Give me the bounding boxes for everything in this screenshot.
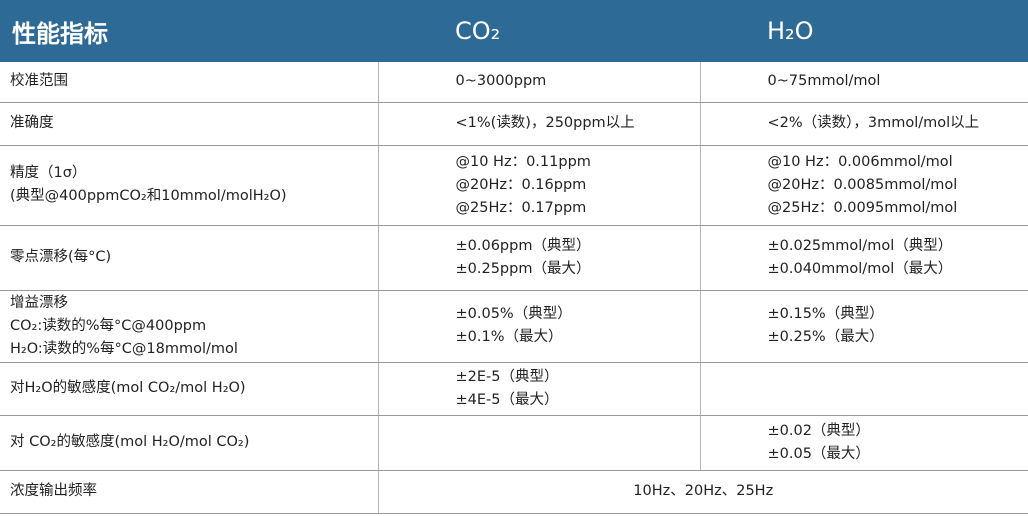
cell: <1%(读数)，250ppm以上	[377, 102, 700, 146]
cell-text: ±0.06ppm（典型）	[455, 237, 591, 254]
cell-text: ±0.025mmol/mol（典型）	[767, 237, 953, 254]
cell	[377, 415, 700, 471]
cell-text: ±2E-5（典型）	[455, 368, 559, 385]
cell: 对H₂O的敏感度(mol CO₂/mol H₂O)	[0, 362, 378, 416]
header-cell: H₂O	[700, 0, 1028, 62]
cell-text: ±0.05%（典型）	[455, 306, 572, 322]
cell-text: ±0.040mmol/mol（最大）	[767, 260, 953, 277]
cell-text: ±0.25%（最大）	[767, 329, 884, 345]
cell-text: 10Hz、20Hz、25Hz	[633, 483, 774, 499]
cell: 0~75mmol/mol	[699, 62, 1028, 103]
cell: 0~3000ppm	[377, 62, 700, 103]
cell-text: (典型@400ppmCO₂和10mmol/molH₂O)	[10, 188, 287, 204]
cell: ±0.02（典型） ±0.05（最大）	[699, 415, 1028, 471]
cell	[699, 362, 1028, 416]
row: 增益漂移 CO₂:读数的%每°C@400ppm H₂O:读数的%每°C@18mmol…	[0, 290, 1028, 363]
cell-text: 0~75mmol/mol	[767, 73, 881, 90]
cell-text: 精度（1σ）	[10, 165, 87, 181]
row: 精度（1σ） (典型@400ppmCO₂和10mmol/molH₂O) @10 Hz…	[0, 145, 1028, 226]
row: 校准范围 0~3000ppm 0~75mmol/mol	[0, 62, 1028, 103]
cell-text: @20Hz：0.0085mmol/mol	[767, 176, 958, 193]
cell-text: ±4E-5（最大）	[455, 391, 559, 408]
cell: 校准范围	[0, 62, 378, 103]
cell-text: <1%(读数)，250ppm以上	[455, 115, 635, 131]
header-row: 性能指标 CO₂ H₂O	[0, 0, 1028, 62]
cell: 精度（1σ） (典型@400ppmCO₂和10mmol/molH₂O)	[0, 145, 378, 226]
header-cell: 性能指标	[0, 0, 378, 62]
row: 零点漂移(每°C) ±0.06ppm（典型） ±0.25ppm（最大） ±0.025m…	[0, 225, 1028, 291]
cell-text: ±0.1%（最大）	[455, 329, 563, 345]
cell-text: ±0.02（典型）	[767, 422, 870, 439]
cell-text: H₂O:读数的%每°C@18mmol/mol	[10, 340, 238, 357]
cell-text: <2%（读数），3mmol/mol以上	[767, 115, 980, 131]
cell: ±2E-5（典型） ±4E-5（最大）	[377, 362, 700, 416]
cell: @10 Hz：0.006mmol/mol @20Hz：0.0085mmol/mol…	[699, 145, 1028, 226]
cell: 10Hz、20Hz、25Hz	[377, 470, 1028, 514]
row: 对H₂O的敏感度(mol CO₂/mol H₂O) ±2E-5（典型） ±4E-5（…	[0, 362, 1028, 416]
cell-text: 对 CO₂的敏感度(mol H₂O/mol CO₂)	[10, 434, 250, 450]
cell-text: 校准范围	[10, 73, 68, 90]
cell: ±0.15%（典型） ±0.25%（最大）	[699, 290, 1028, 363]
cell-text: 对H₂O的敏感度(mol CO₂/mol H₂O)	[10, 380, 246, 396]
cell: 零点漂移(每°C)	[0, 225, 378, 291]
cell-text: @25Hz：0.0095mmol/mol	[767, 199, 958, 216]
row: 准确度 <1%(读数)，250ppm以上 <2%（读数），3mmol/mol以上	[0, 102, 1028, 146]
cell-text: 浓度输出频率	[10, 483, 97, 499]
cell: 增益漂移 CO₂:读数的%每°C@400ppm H₂O:读数的%每°C@18mmol…	[0, 290, 378, 363]
cell-text: ±0.15%（典型）	[767, 306, 884, 322]
cell-text: @20Hz：0.16ppm	[455, 176, 587, 193]
cell: ±0.06ppm（典型） ±0.25ppm（最大）	[377, 225, 700, 291]
cell: ±0.05%（典型） ±0.1%（最大）	[377, 290, 700, 363]
cell: 对 CO₂的敏感度(mol H₂O/mol CO₂)	[0, 415, 378, 471]
cell-text: 零点漂移(每°C)	[10, 249, 112, 265]
row: 浓度输出频率 10Hz、20Hz、25Hz	[0, 470, 1028, 514]
cell-text: CO₂:读数的%每°C@400ppm	[10, 317, 207, 334]
cell-text: @25Hz：0.17ppm	[455, 199, 587, 216]
cell-text: @10 Hz：0.006mmol/mol	[767, 153, 953, 170]
header-cell: CO₂	[378, 0, 700, 62]
cell: 浓度输出频率	[0, 470, 378, 514]
cell: <2%（读数），3mmol/mol以上	[699, 102, 1028, 146]
cell-text: ±0.25ppm（最大）	[455, 260, 591, 277]
cell-text: 0~3000ppm	[455, 73, 547, 90]
cell-text: @10 Hz：0.11ppm	[455, 153, 591, 170]
cell: 准确度	[0, 102, 378, 146]
cell: @10 Hz：0.11ppm @20Hz：0.16ppm @25Hz：0.17ppm	[377, 145, 700, 226]
cell-text: ±0.05（最大）	[767, 445, 870, 462]
cell-text: 增益漂移	[10, 294, 68, 311]
cell-text: 准确度	[10, 115, 54, 131]
row: 对 CO₂的敏感度(mol H₂O/mol CO₂) ±0.02（典型） ±0.05…	[0, 415, 1028, 471]
cell: ±0.025mmol/mol（典型） ±0.040mmol/mol（最大）	[699, 225, 1028, 291]
